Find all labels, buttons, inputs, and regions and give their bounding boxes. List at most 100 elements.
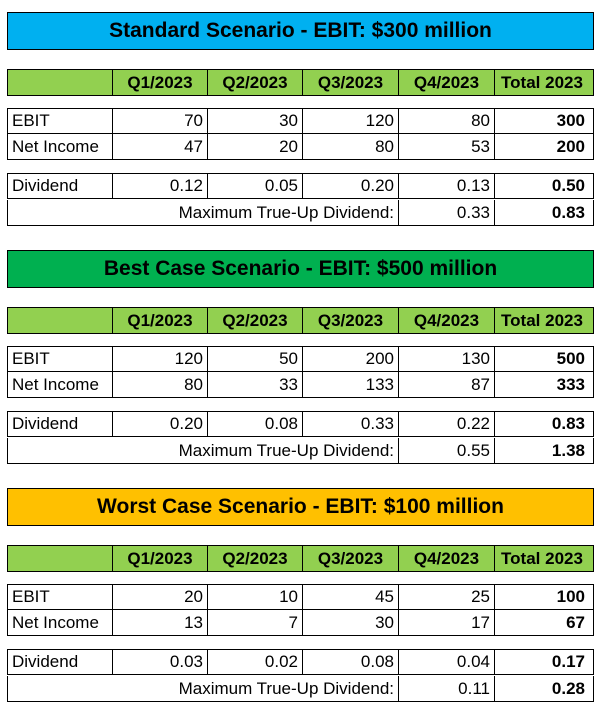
true-up-dividend-row: Maximum True-Up Dividend: 0.55 1.38 <box>7 438 594 464</box>
total-cell: 0.17 <box>494 650 589 674</box>
header-blank-cell <box>8 546 112 571</box>
column-header: Q1/2023 <box>112 70 207 95</box>
value-cell: 70 <box>112 109 207 133</box>
net-income-row: Net Income 80 33 133 87 333 <box>7 372 594 398</box>
row-label: Net Income <box>12 612 99 632</box>
total-cell: 333 <box>494 372 589 397</box>
scenario-title: Worst Case Scenario - EBIT: $100 million <box>7 488 594 526</box>
total-cell: 500 <box>494 347 589 371</box>
value-cell: 47 <box>112 134 207 159</box>
column-header-row: Q1/2023 Q2/2023 Q3/2023 Q4/2023 Total 2023 <box>7 69 594 96</box>
row-label: Dividend <box>12 176 79 195</box>
value-cell: 130 <box>398 347 494 371</box>
header-blank-cell <box>8 308 112 333</box>
value-cell: 0.20 <box>302 174 398 198</box>
row-label: Dividend <box>12 652 79 671</box>
value-cell: 80 <box>398 109 494 133</box>
total-cell: 0.50 <box>494 174 589 198</box>
true-up-label: Maximum True-Up Dividend: <box>178 440 394 460</box>
value-cell: 0.02 <box>207 650 302 674</box>
value-cell: 120 <box>302 109 398 133</box>
total-cell: 100 <box>494 585 589 609</box>
value-cell: 0.20 <box>112 412 207 436</box>
true-up-q4-value: 0.55 <box>398 438 494 463</box>
true-up-dividend-row: Maximum True-Up Dividend: 0.33 0.83 <box>7 200 594 226</box>
true-up-label: Maximum True-Up Dividend: <box>178 202 394 222</box>
true-up-total: 1.38 <box>494 438 589 463</box>
value-cell: 0.22 <box>398 412 494 436</box>
column-header-row: Q1/2023 Q2/2023 Q3/2023 Q4/2023 Total 2023 <box>7 307 594 334</box>
ebit-row: EBIT 70 30 120 80 300 <box>7 108 594 134</box>
value-cell: 0.08 <box>207 412 302 436</box>
row-label: EBIT <box>12 349 50 368</box>
row-label: Net Income <box>12 374 99 394</box>
value-cell: 7 <box>207 610 302 635</box>
row-label: Dividend <box>12 414 79 433</box>
column-header: Q2/2023 <box>207 308 302 333</box>
best-case-scenario: Best Case Scenario - EBIT: $500 million Q… <box>7 250 594 470</box>
true-up-dividend-row: Maximum True-Up Dividend: 0.11 0.28 <box>7 676 594 702</box>
column-header: Q3/2023 <box>302 308 398 333</box>
total-cell: 300 <box>494 109 589 133</box>
value-cell: 200 <box>302 347 398 371</box>
column-header: Q3/2023 <box>302 546 398 571</box>
net-income-row: Net Income 13 7 30 17 67 <box>7 610 594 636</box>
value-cell: 45 <box>302 585 398 609</box>
dividend-row: Dividend 0.12 0.05 0.20 0.13 0.50 <box>7 173 594 199</box>
value-cell: 120 <box>112 347 207 371</box>
header-blank-cell <box>8 70 112 95</box>
value-cell: 0.04 <box>398 650 494 674</box>
total-cell: 200 <box>494 134 589 159</box>
value-cell: 50 <box>207 347 302 371</box>
true-up-q4-value: 0.11 <box>398 676 494 701</box>
ebit-row: EBIT 20 10 45 25 100 <box>7 584 594 610</box>
dividend-row: Dividend 0.20 0.08 0.33 0.22 0.83 <box>7 411 594 437</box>
column-header: Total 2023 <box>494 546 589 571</box>
column-header: Q3/2023 <box>302 70 398 95</box>
value-cell: 80 <box>302 134 398 159</box>
row-label: Net Income <box>12 136 99 156</box>
value-cell: 0.05 <box>207 174 302 198</box>
value-cell: 0.12 <box>112 174 207 198</box>
value-cell: 20 <box>207 134 302 159</box>
column-header: Total 2023 <box>494 70 589 95</box>
true-up-label: Maximum True-Up Dividend: <box>178 678 394 698</box>
value-cell: 87 <box>398 372 494 397</box>
value-cell: 30 <box>302 610 398 635</box>
value-cell: 80 <box>112 372 207 397</box>
column-header: Q4/2023 <box>398 546 494 571</box>
value-cell: 13 <box>112 610 207 635</box>
scenario-title: Standard Scenario - EBIT: $300 million <box>7 12 594 50</box>
net-income-row: Net Income 47 20 80 53 200 <box>7 134 594 160</box>
scenario-title: Best Case Scenario - EBIT: $500 million <box>7 250 594 288</box>
worst-case-scenario: Worst Case Scenario - EBIT: $100 million… <box>7 488 594 708</box>
column-header: Q2/2023 <box>207 546 302 571</box>
value-cell: 0.13 <box>398 174 494 198</box>
column-header: Q1/2023 <box>112 308 207 333</box>
value-cell: 133 <box>302 372 398 397</box>
true-up-total: 0.83 <box>494 200 589 225</box>
column-header: Q4/2023 <box>398 70 494 95</box>
column-header: Total 2023 <box>494 308 589 333</box>
value-cell: 0.08 <box>302 650 398 674</box>
total-cell: 67 <box>494 610 589 635</box>
value-cell: 25 <box>398 585 494 609</box>
row-label: EBIT <box>12 587 50 606</box>
column-header: Q4/2023 <box>398 308 494 333</box>
column-header: Q1/2023 <box>112 546 207 571</box>
value-cell: 0.03 <box>112 650 207 674</box>
value-cell: 33 <box>207 372 302 397</box>
true-up-total: 0.28 <box>494 676 589 701</box>
dividend-row: Dividend 0.03 0.02 0.08 0.04 0.17 <box>7 649 594 675</box>
value-cell: 30 <box>207 109 302 133</box>
column-header: Q2/2023 <box>207 70 302 95</box>
value-cell: 0.33 <box>302 412 398 436</box>
standard-scenario: Standard Scenario - EBIT: $300 million Q1… <box>7 12 594 232</box>
column-header-row: Q1/2023 Q2/2023 Q3/2023 Q4/2023 Total 2023 <box>7 545 594 572</box>
row-label: EBIT <box>12 111 50 130</box>
ebit-row: EBIT 120 50 200 130 500 <box>7 346 594 372</box>
value-cell: 17 <box>398 610 494 635</box>
total-cell: 0.83 <box>494 412 589 436</box>
value-cell: 53 <box>398 134 494 159</box>
value-cell: 20 <box>112 585 207 609</box>
